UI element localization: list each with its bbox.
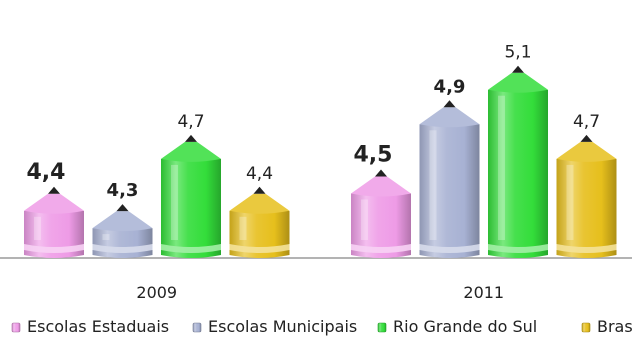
legend-entry: Brasil bbox=[581, 317, 632, 336]
data-label: 4,5 bbox=[354, 143, 393, 168]
bar-body bbox=[229, 210, 290, 258]
bar-body bbox=[556, 158, 617, 258]
data-label: 4,7 bbox=[177, 112, 204, 132]
pencil-tip bbox=[556, 141, 617, 162]
bar-body bbox=[419, 124, 480, 258]
pencil-tip bbox=[161, 141, 221, 162]
legend-swatch bbox=[581, 322, 591, 333]
pencil-lead bbox=[253, 186, 266, 194]
bar-highlight bbox=[498, 95, 505, 240]
legend-label: Rio Grande do Sul bbox=[393, 317, 537, 336]
bar-brasil-2011: 4,7 bbox=[556, 112, 617, 258]
bar-ring bbox=[488, 244, 548, 253]
pencil-tip bbox=[229, 193, 290, 214]
bar-highlight bbox=[566, 164, 574, 240]
pencil-lead bbox=[580, 134, 593, 142]
pencil-tip bbox=[488, 72, 548, 93]
bar-ring bbox=[419, 244, 480, 253]
legend-entry: Escolas Estaduais bbox=[11, 317, 169, 336]
bar-highlight bbox=[239, 216, 247, 240]
bar-escolas-municipais-2011: 4,9 bbox=[419, 76, 480, 258]
bar-ring bbox=[24, 244, 84, 253]
bar-body bbox=[24, 210, 84, 258]
bar-brasil-2009: 4,4 bbox=[229, 164, 290, 258]
pencil-lead bbox=[443, 100, 456, 108]
legend-label: Escolas Estaduais bbox=[27, 317, 169, 336]
bar-body bbox=[161, 158, 221, 258]
pencil-lead bbox=[48, 186, 60, 194]
pencil-tip bbox=[351, 176, 411, 197]
bars-layer: 4,4 4,3 4,7 4,4 4,5 4,9 5,1 4,7 bbox=[24, 43, 617, 258]
data-label: 4,4 bbox=[27, 160, 66, 185]
bar-highlight bbox=[361, 199, 368, 240]
data-label: 4,3 bbox=[107, 180, 139, 201]
bar-body bbox=[92, 228, 153, 258]
pencil-lead bbox=[375, 169, 387, 177]
pencil-lead bbox=[185, 134, 197, 142]
pencil-tip bbox=[92, 211, 153, 232]
legend-swatch bbox=[192, 322, 202, 333]
bar-ring bbox=[351, 244, 411, 253]
bar-ring bbox=[161, 244, 221, 253]
bar-ring bbox=[229, 244, 290, 253]
pencil-lead bbox=[116, 204, 129, 212]
pencil-tip bbox=[24, 193, 84, 214]
bar-ring bbox=[556, 244, 617, 253]
bar-highlight bbox=[34, 216, 41, 240]
bar-rio-grande-do-sul-2009: 4,7 bbox=[161, 112, 221, 258]
legend-swatch bbox=[377, 322, 387, 333]
pencil-tip bbox=[419, 107, 480, 128]
bar-body bbox=[488, 89, 548, 258]
data-label: 4,9 bbox=[434, 76, 466, 97]
legend-swatch bbox=[11, 322, 21, 333]
bar-escolas-estaduais-2011: 4,5 bbox=[351, 143, 411, 258]
bar-body bbox=[351, 193, 411, 258]
bar-highlight bbox=[429, 130, 437, 240]
bar-ring bbox=[92, 244, 153, 253]
bar-highlight bbox=[102, 234, 110, 240]
bar-escolas-estaduais-2009: 4,4 bbox=[24, 160, 84, 258]
pencil-lead bbox=[512, 65, 524, 73]
legend-label: Escolas Municipais bbox=[208, 317, 357, 336]
legend-entry: Escolas Municipais bbox=[192, 317, 357, 336]
legend-label: Brasil bbox=[597, 317, 632, 336]
data-label: 4,4 bbox=[246, 164, 273, 184]
legend-entry: Rio Grande do Sul bbox=[377, 317, 537, 336]
bar-escolas-municipais-2009: 4,3 bbox=[92, 180, 153, 258]
bar-highlight bbox=[171, 164, 178, 240]
bar-rio-grande-do-sul-2011: 5,1 bbox=[488, 43, 548, 258]
legend: Escolas Estaduais Escolas Municipais Rio G… bbox=[11, 317, 632, 336]
x-tick-label: 2011 bbox=[463, 283, 504, 302]
data-label: 5,1 bbox=[504, 43, 531, 63]
data-label: 4,7 bbox=[573, 112, 600, 132]
x-tick-label: 2009 bbox=[136, 283, 177, 302]
category-labels: 2009 2011 bbox=[136, 283, 504, 302]
